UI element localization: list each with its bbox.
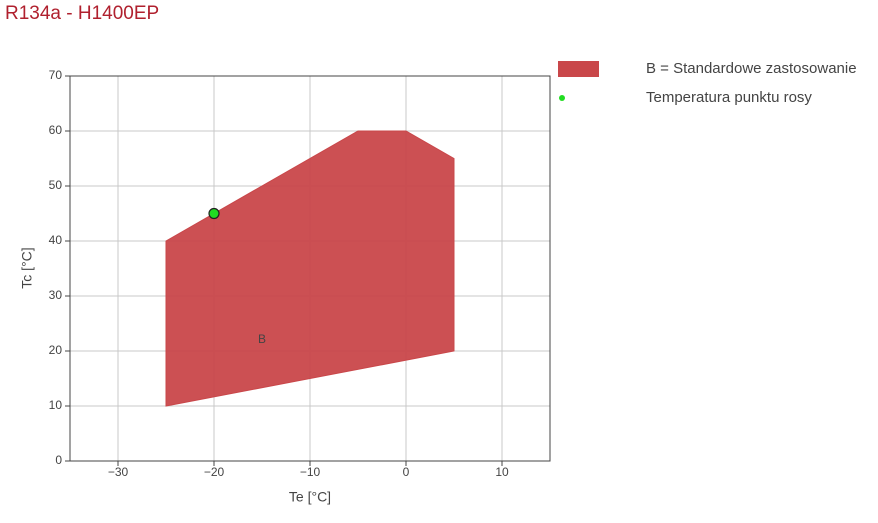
legend-swatch bbox=[559, 95, 565, 101]
y-tick-label: 50 bbox=[49, 178, 63, 192]
y-tick-label: 0 bbox=[55, 453, 62, 467]
x-tick-label: 0 bbox=[403, 465, 410, 479]
y-axis-label: Tc [°C] bbox=[19, 247, 35, 288]
plot-frame bbox=[69, 75, 551, 462]
x-tick-label: 10 bbox=[495, 465, 509, 479]
x-tick-label: −20 bbox=[204, 465, 225, 479]
point bbox=[208, 207, 220, 220]
y-tick-label: 30 bbox=[49, 288, 63, 302]
x-tick-label: −10 bbox=[300, 465, 321, 479]
x-axis-label: Te [°C] bbox=[289, 489, 331, 505]
x-tick-label: −30 bbox=[108, 465, 129, 479]
y-tick-label: 70 bbox=[49, 68, 63, 82]
annotation: B bbox=[258, 332, 266, 346]
legend-swatch bbox=[558, 61, 599, 77]
legend-label: B = Standardowe zastosowanie bbox=[646, 60, 857, 77]
envelope-area bbox=[165, 130, 455, 407]
y-tick-label: 60 bbox=[49, 123, 63, 137]
y-tick-label: 40 bbox=[49, 233, 63, 247]
y-tick-label: 20 bbox=[49, 343, 63, 357]
legend-label: Temperatura punktu rosy bbox=[646, 89, 812, 106]
y-tick-label: 10 bbox=[49, 398, 63, 412]
chart-title: R134a - H1400EP bbox=[5, 3, 159, 24]
